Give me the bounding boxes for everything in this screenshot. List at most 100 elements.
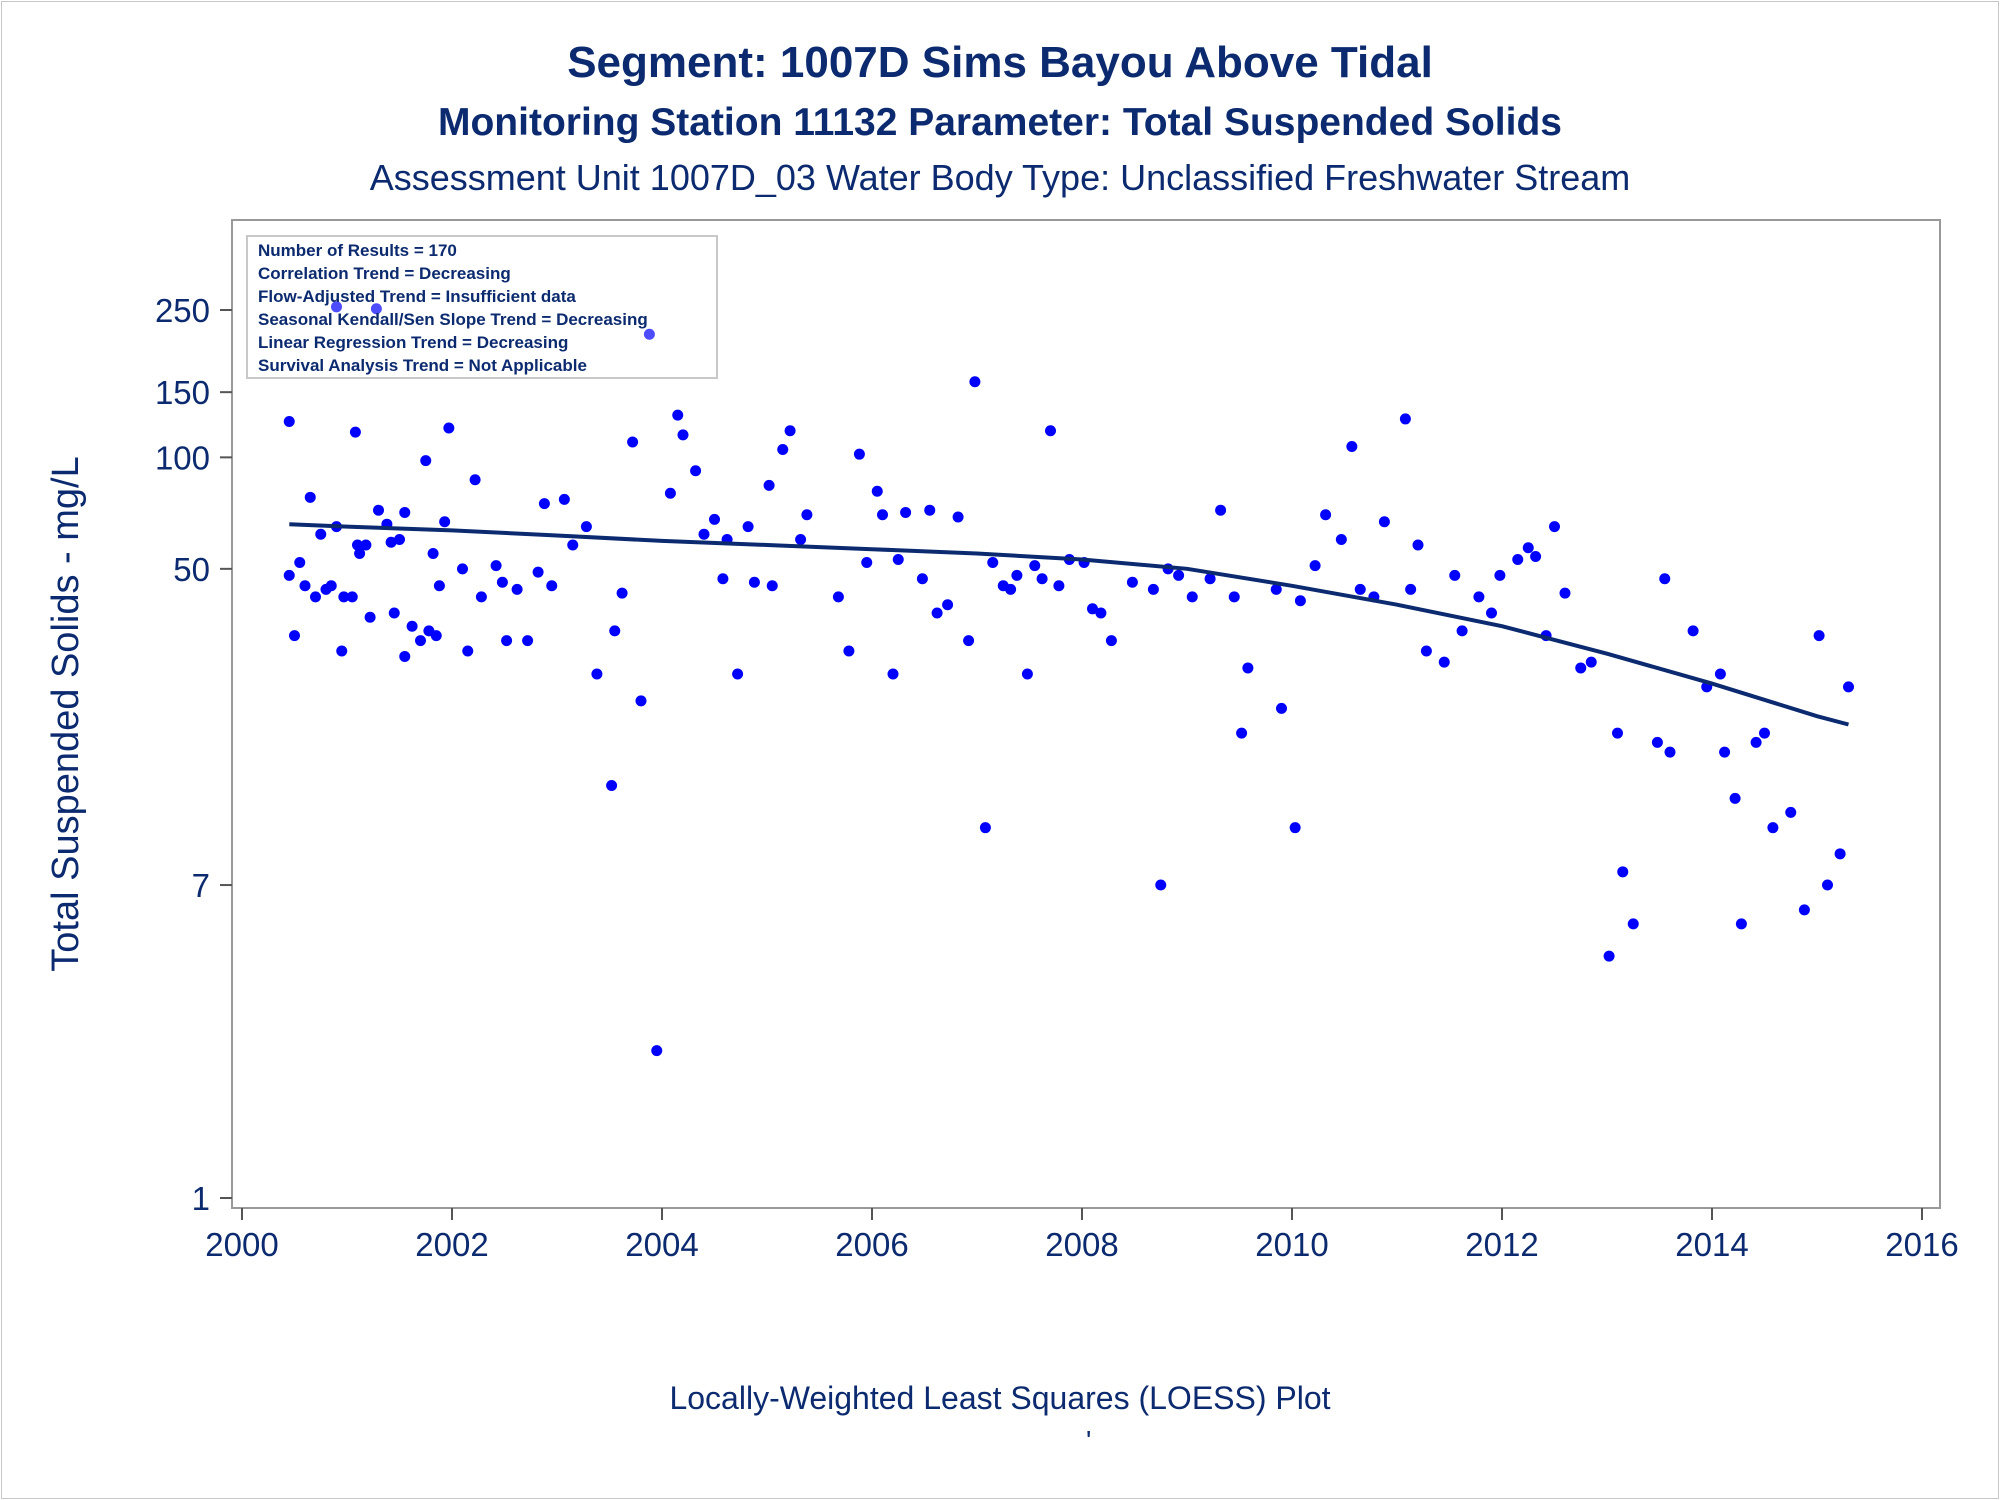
data-point [924,504,936,516]
data-point [651,1045,663,1057]
data-point [784,425,796,437]
y-tick-label: 7 [192,867,210,904]
data-point [672,409,684,421]
data-point [732,668,744,680]
data-point [388,607,400,619]
data-point [606,779,618,791]
data-point [777,444,789,456]
data-point [1659,573,1671,585]
x-tick-label: 2014 [1675,1226,1748,1263]
data-point [952,511,964,523]
data-point [1735,918,1747,930]
data-point [690,465,702,477]
data-point [1294,595,1306,607]
data-point [385,536,397,548]
data-point [433,580,445,592]
data-point [394,534,405,546]
data-point [1276,702,1287,714]
data-point [616,587,628,599]
y-axis-label: Total Suspended Solids - mg/L [45,456,87,971]
data-point [1105,635,1117,647]
stats-legend-line: Seasonal Kendall/Sen Slope Trend = Decre… [258,310,648,329]
data-point [698,528,710,540]
data-point [1320,509,1332,521]
data-point [861,557,873,569]
data-point [1687,625,1699,637]
data-point [717,573,729,585]
data-point [370,303,382,315]
data-point [496,576,508,588]
y-tick-label: 100 [155,439,210,476]
data-point [346,591,358,603]
chart-footnote-mark: ' [1086,1425,1092,1456]
data-point [1236,727,1248,739]
data-point [677,429,689,441]
data-point [1087,603,1098,615]
chart-title: Segment: 1007D Sims Bayou Above Tidal [567,38,1433,87]
stats-legend: Number of Results = 170 Correlation Trend… [246,235,718,379]
data-point [1045,425,1056,437]
data-point [1575,662,1587,674]
x-tick-label: 2002 [415,1226,488,1263]
data-point [1242,662,1254,674]
data-point [1603,950,1615,962]
data-point [558,493,570,505]
data-point [538,498,550,510]
y-tick-label: 50 [173,551,210,588]
data-point [1494,569,1506,581]
data-point [1486,607,1497,619]
data-point [942,599,954,611]
data-point [511,583,523,595]
plot-area [231,219,1941,1209]
data-point [1036,573,1048,585]
data-point [1549,521,1560,533]
data-point [877,509,888,521]
data-point [1627,918,1639,930]
data-point [635,695,647,707]
data-point [1155,879,1167,891]
data-point [1354,583,1366,595]
data-point [443,422,455,434]
y-axis: 1 7 50 100 150 250 [155,292,232,1217]
data-point [294,557,306,569]
data-point [1559,587,1571,599]
chart-footnote: Locally-Weighted Least Squares (LOESS) P… [669,1380,1331,1416]
data-point [360,539,372,551]
data-point [766,580,778,592]
data-point [315,528,327,540]
data-point [457,563,468,575]
data-point [1005,583,1017,595]
data-point [325,580,337,592]
data-point [299,580,311,592]
data-point [1798,904,1810,916]
data-point [1346,440,1358,452]
data-point [399,506,411,518]
data-point [664,487,676,499]
chart-subtitle: Monitoring Station 11132 Parameter: Tota… [437,101,1562,144]
data-point [352,539,363,551]
chart-subtitle-assessment-unit: Assessment Unit 1007D_03 Water Body Type… [369,157,1631,198]
data-point [1585,656,1597,668]
data-point [462,645,474,657]
data-point [709,513,720,525]
x-tick-label: 2006 [835,1226,908,1263]
data-point [1822,879,1833,891]
data-point [969,376,981,388]
data-point [1399,413,1411,425]
data-point [1612,727,1623,739]
data-point [373,504,384,516]
data-point [1456,625,1468,637]
data-point [1095,607,1107,619]
data-point [643,328,655,340]
data-point [1664,746,1676,758]
data-point [1767,822,1779,834]
data-point [336,645,348,657]
data-point [1412,539,1424,551]
data-point [283,415,295,427]
data-point [748,576,760,588]
y-tick-label: 150 [155,374,210,411]
data-point [490,560,502,572]
stats-legend-line: Survival Analysis Trend = Not Applicable [258,356,587,375]
data-point [420,455,432,467]
data-point [1759,727,1770,739]
